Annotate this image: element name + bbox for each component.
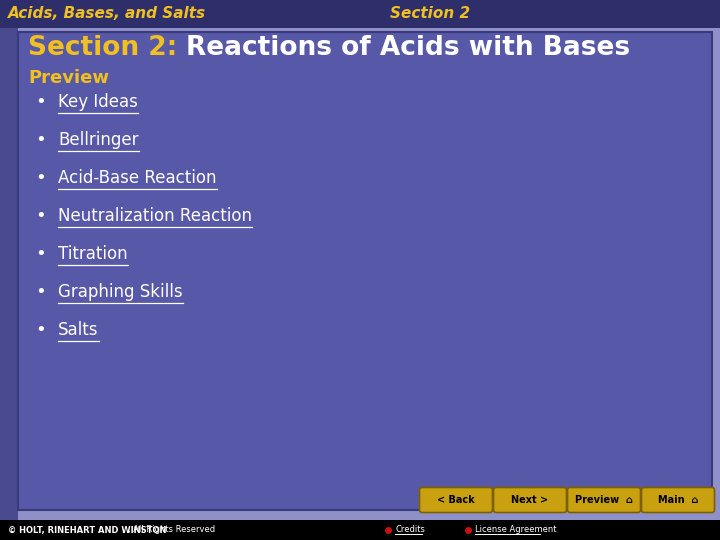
Text: Preview: Preview — [28, 69, 109, 87]
Text: © HOLT, RINEHART AND WINSTON: © HOLT, RINEHART AND WINSTON — [8, 525, 166, 535]
Text: Salts: Salts — [58, 321, 99, 339]
Text: Titration: Titration — [58, 245, 127, 263]
Text: Preview  ⌂: Preview ⌂ — [575, 495, 633, 505]
FancyBboxPatch shape — [642, 488, 714, 512]
Text: Section 2:: Section 2: — [28, 35, 186, 61]
FancyBboxPatch shape — [18, 32, 712, 510]
Text: Bellringer: Bellringer — [58, 131, 138, 149]
Text: •: • — [35, 131, 46, 149]
Text: Main  ⌂: Main ⌂ — [658, 495, 698, 505]
Text: Graphing Skills: Graphing Skills — [58, 283, 183, 301]
Text: Section 2: Section 2 — [390, 6, 470, 22]
Text: , All Rights Reserved: , All Rights Reserved — [128, 525, 215, 535]
Text: License Agreement: License Agreement — [475, 525, 557, 535]
Text: •: • — [35, 207, 46, 225]
Text: •: • — [35, 93, 46, 111]
Text: Acids, Bases, and Salts: Acids, Bases, and Salts — [8, 6, 206, 22]
FancyBboxPatch shape — [0, 520, 720, 540]
Text: •: • — [35, 169, 46, 187]
Text: Key Ideas: Key Ideas — [58, 93, 138, 111]
Text: Neutralization Reaction: Neutralization Reaction — [58, 207, 252, 225]
FancyBboxPatch shape — [0, 0, 720, 28]
FancyBboxPatch shape — [567, 488, 641, 512]
FancyBboxPatch shape — [493, 488, 567, 512]
Text: Reactions of Acids with Bases: Reactions of Acids with Bases — [186, 35, 631, 61]
Text: Next >: Next > — [511, 495, 549, 505]
Text: Acid-Base Reaction: Acid-Base Reaction — [58, 169, 217, 187]
FancyBboxPatch shape — [0, 0, 18, 540]
FancyBboxPatch shape — [420, 488, 492, 512]
Text: •: • — [35, 283, 46, 301]
Text: Credits: Credits — [395, 525, 425, 535]
Text: < Back: < Back — [437, 495, 475, 505]
Text: •: • — [35, 245, 46, 263]
Text: •: • — [35, 321, 46, 339]
